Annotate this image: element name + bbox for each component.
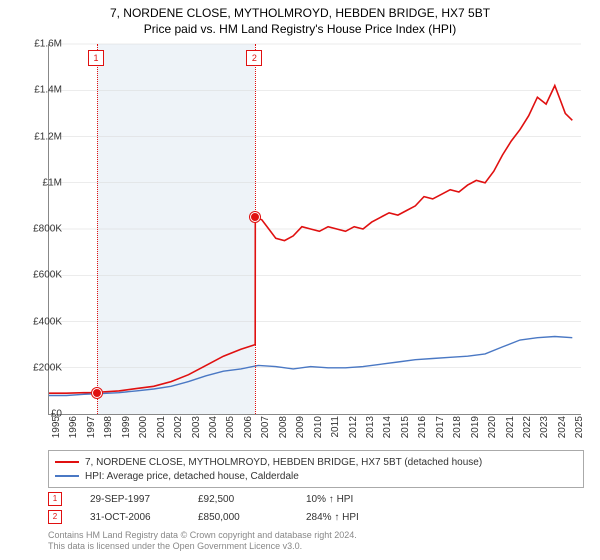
xtick-label: 2023 [539, 416, 550, 446]
sale-marker-box: 1 [88, 50, 104, 66]
xtick-label: 1998 [103, 416, 114, 446]
sale-marker-box: 2 [246, 50, 262, 66]
xtick-label: 2011 [330, 416, 341, 446]
legend-box: 7, NORDENE CLOSE, MYTHOLMROYD, HEBDEN BR… [48, 450, 584, 488]
chart-plot-area [48, 44, 581, 415]
xtick-label: 2018 [452, 416, 463, 446]
sale-vline [97, 44, 98, 414]
xtick-label: 2008 [278, 416, 289, 446]
legend-label: 7, NORDENE CLOSE, MYTHOLMROYD, HEBDEN BR… [85, 457, 482, 468]
series-hpi [49, 337, 572, 396]
sale-row-marker: 2 [48, 510, 62, 524]
xtick-label: 2014 [382, 416, 393, 446]
sale-row-marker: 1 [48, 492, 62, 506]
legend-row: HPI: Average price, detached house, Cald… [55, 469, 577, 483]
xtick-label: 2025 [574, 416, 585, 446]
xtick-label: 2002 [173, 416, 184, 446]
chart-svg [49, 44, 581, 414]
xtick-label: 2003 [191, 416, 202, 446]
xtick-label: 2016 [417, 416, 428, 446]
sale-row: 1 29-SEP-1997 £92,500 10% ↑ HPI [48, 490, 386, 508]
legend-label: HPI: Average price, detached house, Cald… [85, 471, 299, 482]
xtick-label: 2009 [295, 416, 306, 446]
footer-line1: Contains HM Land Registry data © Crown c… [48, 530, 357, 541]
xtick-label: 2006 [243, 416, 254, 446]
xtick-label: 2024 [557, 416, 568, 446]
sale-row: 2 31-OCT-2006 £850,000 284% ↑ HPI [48, 508, 386, 526]
title-sub: Price paid vs. HM Land Registry's House … [0, 22, 600, 38]
ytick-label: £800K [12, 224, 62, 235]
footer-text: Contains HM Land Registry data © Crown c… [48, 530, 357, 553]
xtick-label: 2017 [435, 416, 446, 446]
xtick-label: 2021 [505, 416, 516, 446]
xtick-label: 2007 [260, 416, 271, 446]
xtick-label: 2010 [313, 416, 324, 446]
xtick-label: 2013 [365, 416, 376, 446]
legend-row: 7, NORDENE CLOSE, MYTHOLMROYD, HEBDEN BR… [55, 455, 577, 469]
sale-price: £92,500 [198, 494, 278, 505]
xtick-label: 2022 [522, 416, 533, 446]
xtick-label: 2001 [156, 416, 167, 446]
xtick-label: 2012 [348, 416, 359, 446]
sale-price: £850,000 [198, 512, 278, 523]
xtick-label: 2015 [400, 416, 411, 446]
chart-container: 7, NORDENE CLOSE, MYTHOLMROYD, HEBDEN BR… [0, 0, 600, 560]
title-block: 7, NORDENE CLOSE, MYTHOLMROYD, HEBDEN BR… [0, 0, 600, 37]
legend-swatch [55, 475, 79, 477]
sale-dot [92, 388, 102, 398]
ytick-label: £1M [12, 177, 62, 188]
ytick-label: £400K [12, 316, 62, 327]
xtick-label: 1995 [51, 416, 62, 446]
footer-line2: This data is licensed under the Open Gov… [48, 541, 357, 552]
sale-delta: 10% ↑ HPI [306, 494, 386, 505]
sale-date: 29-SEP-1997 [90, 494, 170, 505]
ytick-label: £200K [12, 362, 62, 373]
xtick-label: 2005 [225, 416, 236, 446]
xtick-label: 2000 [138, 416, 149, 446]
ytick-label: £1.2M [12, 131, 62, 142]
xtick-label: 2004 [208, 416, 219, 446]
sale-delta: 284% ↑ HPI [306, 512, 386, 523]
xtick-label: 2019 [470, 416, 481, 446]
sale-vline [255, 44, 256, 414]
xtick-label: 1996 [68, 416, 79, 446]
sale-dot [250, 212, 260, 222]
legend-swatch [55, 461, 79, 463]
xtick-label: 1999 [121, 416, 132, 446]
xtick-label: 2020 [487, 416, 498, 446]
title-main: 7, NORDENE CLOSE, MYTHOLMROYD, HEBDEN BR… [0, 6, 600, 22]
sales-block: 1 29-SEP-1997 £92,500 10% ↑ HPI 2 31-OCT-2006… [48, 490, 386, 526]
ytick-label: £1.4M [12, 85, 62, 96]
ytick-label: £600K [12, 270, 62, 281]
sale-date: 31-OCT-2006 [90, 512, 170, 523]
series-price_paid [49, 86, 572, 394]
ytick-label: £1.6M [12, 39, 62, 50]
xtick-label: 1997 [86, 416, 97, 446]
